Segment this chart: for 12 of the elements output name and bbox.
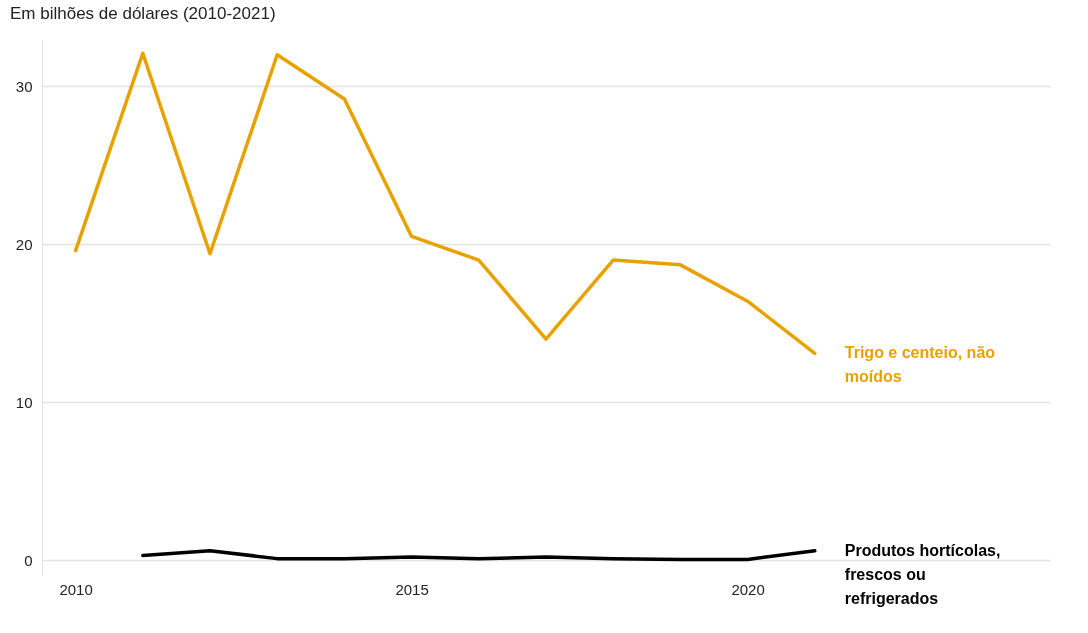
y-tick-label: 20 [15,235,33,253]
x-tick-label: 2015 [395,580,429,598]
line-series [73,51,817,356]
chart-title: Em bilhões de dólares (2010-2021) [10,4,276,23]
y-tick-label: 10 [15,393,33,411]
y-tick-label: 30 [15,77,33,95]
x-tick-label: 2020 [731,580,765,598]
line-series [141,548,817,562]
series-label: Produtos hortícolas, frescos ou refrigerados [844,541,1001,607]
y-tick-label: 0 [24,551,33,569]
x-tick-label: 2010 [59,580,93,598]
series-label: Trigo e centeio, não moídos [844,344,996,386]
